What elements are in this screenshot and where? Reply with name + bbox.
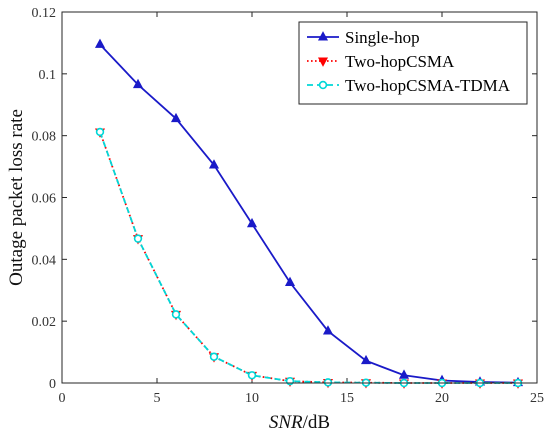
y-tick-label: 0.04 bbox=[32, 253, 57, 268]
y-tick-label: 0.02 bbox=[32, 315, 57, 330]
x-tick-label: 0 bbox=[59, 391, 66, 406]
series-line bbox=[99, 43, 519, 384]
data-point bbox=[285, 376, 295, 386]
legend-box bbox=[298, 21, 528, 105]
x-axis-title: SNR/dB bbox=[269, 412, 330, 433]
data-point bbox=[94, 38, 106, 48]
x-tick-label: 10 bbox=[245, 391, 259, 406]
legend: Single-hop Two-hopCSMA Two-hopCSMA-TDMA bbox=[298, 21, 528, 105]
x-tick-label: 15 bbox=[340, 391, 354, 406]
y-axis-title: Outage packet loss rate bbox=[6, 109, 27, 286]
y-tick-label: 0.08 bbox=[32, 130, 57, 145]
ticks-layer: 0 5 10 15 20 25 0 0.02 0.04 0.06 0.08 0.1 0.12 bbox=[32, 6, 545, 406]
legend-entry: Two-hopCSMA bbox=[307, 52, 455, 71]
data-point bbox=[322, 325, 334, 335]
data-point bbox=[360, 354, 372, 365]
data-point bbox=[209, 352, 219, 361]
data-point bbox=[246, 217, 258, 228]
legend-swatch-marker bbox=[317, 57, 329, 67]
legend-entry: Single-hop bbox=[307, 28, 420, 47]
data-point bbox=[208, 159, 220, 169]
x-tick-label: 5 bbox=[154, 391, 161, 406]
data-point bbox=[95, 127, 105, 137]
legend-label: Two-hopCSMA bbox=[345, 52, 455, 71]
legend-label: Two-hopCSMA-TDMA bbox=[345, 76, 511, 95]
x-tick-label: 20 bbox=[435, 391, 449, 406]
y-tick-label: 0 bbox=[49, 377, 56, 392]
data-point bbox=[398, 369, 410, 379]
x-tick-label: 25 bbox=[530, 391, 544, 406]
data-point bbox=[132, 78, 144, 89]
plot-frame bbox=[61, 11, 538, 384]
legend-entry: Two-hopCSMA-TDMA bbox=[307, 76, 511, 95]
data-point bbox=[247, 371, 257, 380]
legend-swatch-marker bbox=[317, 31, 329, 41]
legend-swatch-marker bbox=[318, 80, 328, 90]
x-axis-title-suffix: /dB bbox=[303, 412, 330, 433]
y-tick-label: 0.06 bbox=[32, 192, 57, 207]
data-point bbox=[171, 310, 181, 319]
data-point bbox=[170, 112, 182, 123]
data-point bbox=[323, 378, 333, 387]
legend-label: Single-hop bbox=[345, 28, 420, 47]
x-axis-title-italic: SNR bbox=[269, 412, 303, 433]
data-point bbox=[284, 276, 296, 286]
data-point bbox=[133, 234, 143, 243]
y-tick-label: 0.1 bbox=[39, 68, 57, 83]
y-tick-label: 0.12 bbox=[32, 6, 57, 21]
